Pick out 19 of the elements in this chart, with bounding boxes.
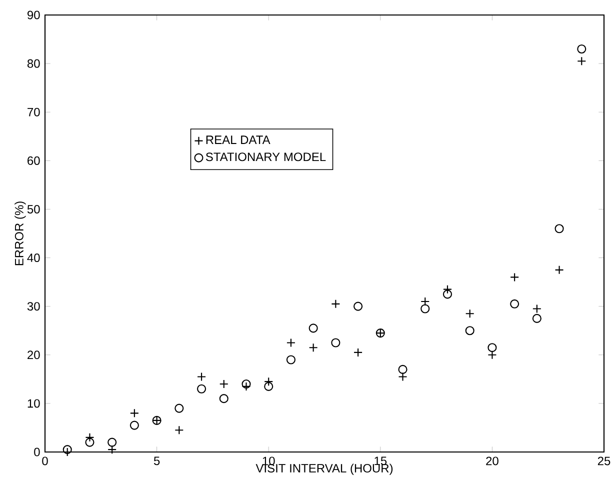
y-tick-label: 70 bbox=[28, 108, 40, 116]
y-tick-label: 50 bbox=[27, 204, 40, 214]
y-tick-label: 80 bbox=[27, 59, 40, 68]
y-tick-label: 20 bbox=[28, 350, 40, 360]
y-tick-label: 30 bbox=[27, 302, 40, 311]
x-tick-label: 25 bbox=[598, 456, 610, 466]
y-tick-label: 90 bbox=[28, 10, 40, 20]
x-tick-label: 5 bbox=[154, 456, 160, 466]
x-tick-label: 0 bbox=[42, 456, 48, 466]
y-tick-label: 10 bbox=[28, 399, 40, 408]
x-tick-label: 20 bbox=[486, 456, 498, 466]
legend-label: STATIONARY MODEL bbox=[206, 152, 326, 162]
x-tick-label: 10 bbox=[262, 456, 275, 466]
y-axis-title: ERROR (%) bbox=[14, 202, 26, 266]
y-tick-label: 60 bbox=[28, 156, 40, 165]
y-tick-label: 40 bbox=[27, 254, 40, 262]
legend-label: REAL DATA bbox=[206, 136, 270, 144]
x-axis-title: VISIT INTERVAL (HOUR) bbox=[256, 464, 393, 475]
y-tick-label: 0 bbox=[34, 448, 40, 456]
